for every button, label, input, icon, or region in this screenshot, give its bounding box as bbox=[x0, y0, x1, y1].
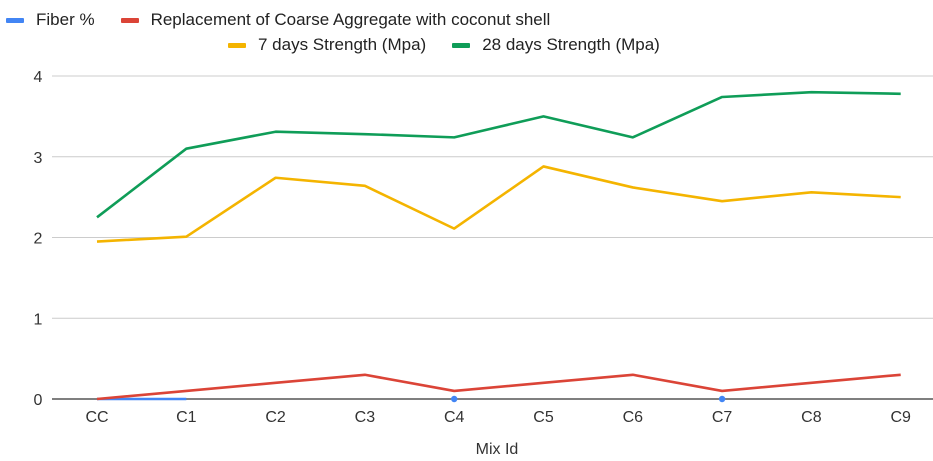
y-tick-label: 0 bbox=[34, 392, 43, 409]
x-tick-label: C3 bbox=[355, 409, 376, 426]
series-point-fiber bbox=[451, 395, 458, 403]
series-line-replacement-of-coarse-aggregate-with-coconut-shell bbox=[96, 373, 901, 401]
series-points bbox=[451, 395, 726, 403]
y-tick-label: 1 bbox=[34, 311, 43, 328]
x-axis-ticks: CC C1 C2 C3 C4 C5 C6 C7 C8 C9 bbox=[85, 409, 911, 426]
x-tick-label: C2 bbox=[265, 409, 286, 426]
x-tick-label: CC bbox=[85, 409, 108, 426]
legend-row-1: Fiber % Replacement of Coarse Aggregate … bbox=[6, 10, 550, 30]
legend-label-replacement: Replacement of Coarse Aggregate with coc… bbox=[150, 10, 551, 29]
y-axis-ticks: 0 1 2 3 4 bbox=[34, 69, 43, 409]
legend-label-28-days: 28 days Strength (Mpa) bbox=[482, 35, 660, 54]
x-tick-label: C4 bbox=[444, 409, 465, 426]
x-tick-label: C7 bbox=[712, 409, 733, 426]
x-tick-label: C5 bbox=[533, 409, 554, 426]
legend-label-fiber: Fiber % bbox=[36, 10, 95, 29]
series-lines bbox=[96, 90, 901, 401]
legend-swatch-replacement bbox=[120, 17, 139, 23]
x-tick-label: C1 bbox=[176, 409, 197, 426]
legend-item-replacement: Replacement of Coarse Aggregate with coc… bbox=[120, 10, 551, 30]
legend-swatch-28-days bbox=[452, 42, 471, 48]
series-line-7-days-strength-mpa bbox=[96, 165, 901, 243]
legend-row-2: 7 days Strength (Mpa) 28 days Strength (… bbox=[228, 35, 660, 55]
x-tick-label: C6 bbox=[623, 409, 644, 426]
y-tick-label: 4 bbox=[34, 69, 43, 86]
legend-item-7-days: 7 days Strength (Mpa) bbox=[228, 35, 426, 55]
legend-swatch-fiber bbox=[6, 17, 24, 23]
series-point-fiber bbox=[718, 395, 726, 403]
legend-item-fiber: Fiber % bbox=[6, 10, 95, 30]
series-line-28-days-strength-mpa bbox=[96, 90, 901, 219]
x-axis-title: Mix Id bbox=[476, 441, 519, 458]
legend-item-28-days: 28 days Strength (Mpa) bbox=[452, 35, 660, 55]
gridlines bbox=[52, 75, 933, 400]
x-tick-label: C8 bbox=[801, 409, 822, 426]
legend-swatch-7-days bbox=[228, 42, 246, 48]
y-tick-label: 3 bbox=[34, 150, 43, 167]
y-tick-label: 2 bbox=[34, 231, 43, 248]
legend-label-7-days: 7 days Strength (Mpa) bbox=[258, 35, 427, 54]
x-tick-label: C9 bbox=[890, 409, 911, 426]
